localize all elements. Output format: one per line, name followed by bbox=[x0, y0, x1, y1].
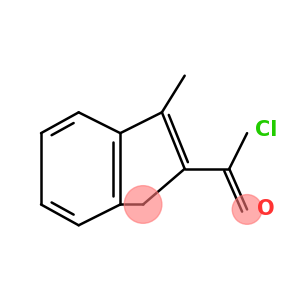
Circle shape bbox=[232, 195, 262, 224]
Text: Cl: Cl bbox=[255, 120, 278, 140]
Circle shape bbox=[124, 186, 162, 223]
Text: O: O bbox=[257, 200, 275, 219]
